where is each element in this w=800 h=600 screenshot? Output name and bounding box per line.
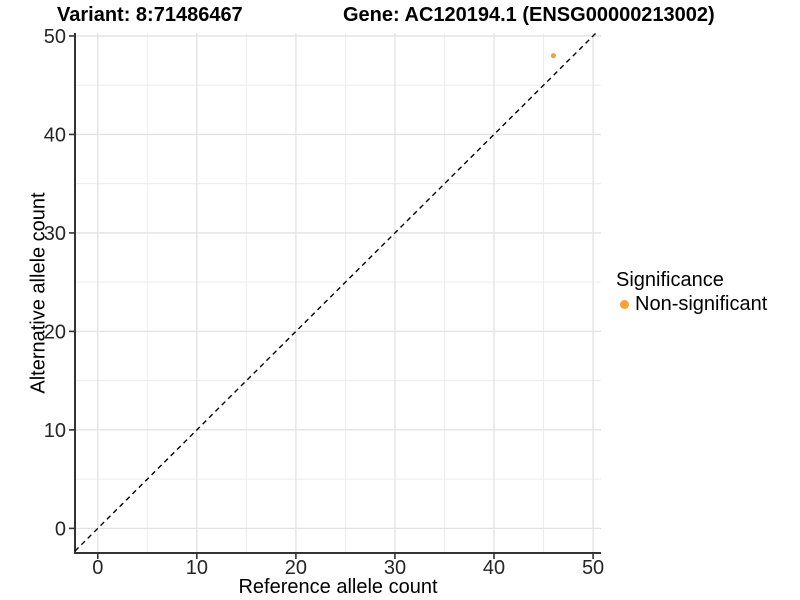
y-tick-label: 30 (44, 223, 66, 245)
y-tick-label: 50 (44, 26, 66, 48)
y-axis-title: Alternative allele count (27, 192, 50, 394)
legend-point-icon (620, 299, 629, 309)
x-tick-label: 30 (384, 557, 406, 579)
plot-title-gene: Gene: AC120194.1 (ENSG00000213002) (343, 4, 715, 26)
x-tick-label: 20 (285, 557, 307, 579)
y-tick-label: 10 (44, 420, 66, 442)
legend-item-label: Non-significant (635, 293, 768, 315)
legend-title: Significance (616, 269, 724, 291)
x-tick-label: 50 (582, 557, 604, 579)
y-tick-label: 20 (44, 321, 66, 343)
plot-title-variant: Variant: 8:71486467 (57, 4, 243, 26)
y-tick-label: 0 (55, 518, 66, 540)
legend: Significance Non-significant (616, 268, 767, 316)
x-tick-label: 10 (186, 557, 208, 579)
x-tick-label: 40 (483, 557, 505, 579)
legend-item: Non-significant (616, 292, 767, 316)
x-tick-label: 0 (92, 557, 103, 579)
diagonal-reference-line (74, 32, 597, 552)
data-point (550, 53, 557, 59)
y-tick-label: 40 (44, 124, 66, 146)
x-axis-title: Reference allele count (238, 576, 438, 598)
